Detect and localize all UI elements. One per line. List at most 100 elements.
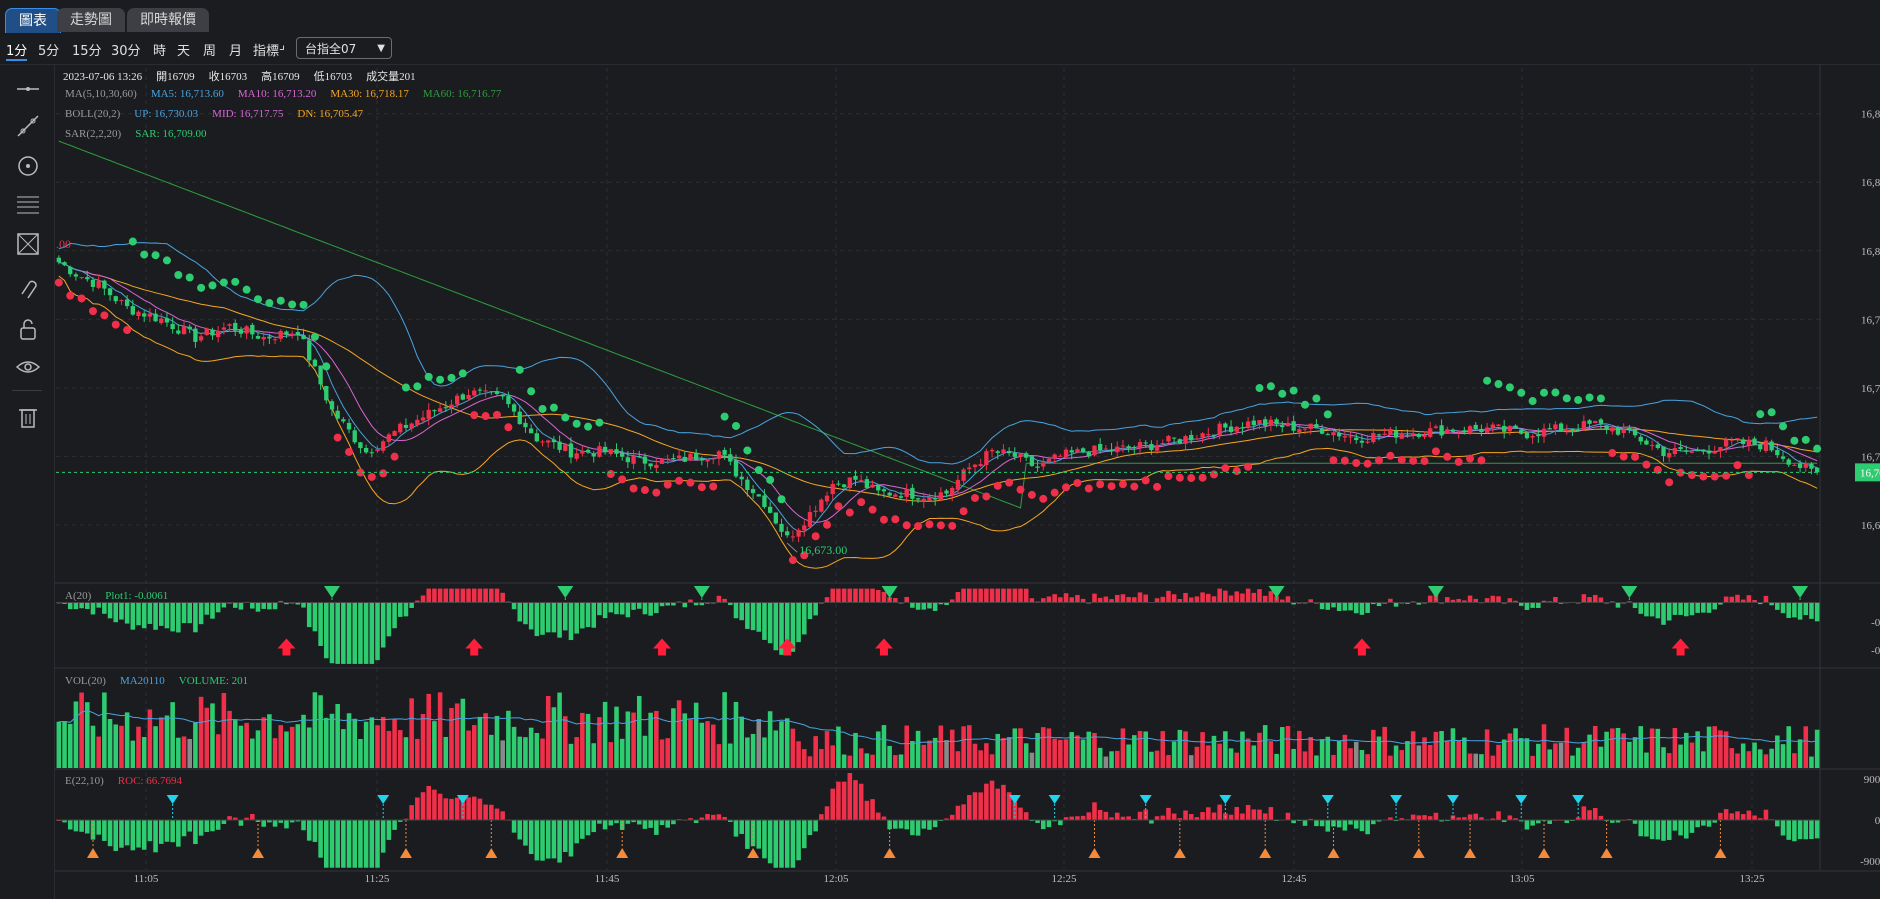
a-bar xyxy=(932,602,938,611)
candle xyxy=(938,492,944,501)
candle xyxy=(1200,433,1205,438)
volume-bar xyxy=(1706,726,1712,768)
a-bar xyxy=(972,588,978,603)
candle xyxy=(523,422,528,428)
sar-dot xyxy=(549,403,558,412)
volume-bar xyxy=(403,737,409,768)
period-2[interactable]: 15分 xyxy=(72,44,102,59)
volume-bar xyxy=(1132,735,1137,768)
period-4[interactable]: 時 xyxy=(153,44,167,59)
volume-bar xyxy=(528,727,534,768)
sar-dot xyxy=(1420,457,1429,466)
volume-bar xyxy=(1604,731,1609,768)
candle xyxy=(927,496,932,501)
a-bar xyxy=(802,602,807,635)
a-bar xyxy=(85,602,90,609)
volume-bar xyxy=(1615,727,1621,768)
volume-bar xyxy=(949,729,955,768)
period-0[interactable]: 1分 xyxy=(6,40,28,61)
a-bar xyxy=(449,588,454,603)
tab-1[interactable]: 走勢圖 xyxy=(57,8,125,32)
e-bar xyxy=(85,820,90,834)
e-bar xyxy=(301,820,306,831)
e-bar xyxy=(528,820,534,855)
e-bar xyxy=(1689,820,1695,833)
period-8[interactable]: 指標 xyxy=(253,44,280,59)
a-bar xyxy=(1587,597,1592,603)
volume-bar xyxy=(1348,748,1353,768)
candle xyxy=(637,456,642,458)
e-bar xyxy=(73,820,79,832)
sar-dot xyxy=(1027,490,1036,499)
period-7[interactable]: 月 xyxy=(229,44,243,59)
volume-bar xyxy=(972,743,978,768)
tab-2[interactable]: 即時報價 xyxy=(127,8,209,32)
e-bar xyxy=(153,820,158,853)
e-cyan-marker-icon xyxy=(1219,795,1232,804)
candle xyxy=(346,422,352,430)
e-bar xyxy=(1319,820,1325,827)
sar-dot xyxy=(652,488,661,497)
volume-bar xyxy=(1188,755,1194,768)
symbol-select[interactable]: 台指全07 ▼ xyxy=(296,37,392,59)
trend-line-icon[interactable] xyxy=(14,112,42,140)
eye-icon[interactable] xyxy=(14,353,42,381)
candle xyxy=(1655,444,1660,448)
e-bar xyxy=(807,820,813,836)
volume-bar xyxy=(284,731,289,768)
volume-bar xyxy=(250,738,255,768)
candles xyxy=(56,255,1820,543)
candle xyxy=(335,410,340,419)
e-orange-marker-icon xyxy=(1259,848,1272,858)
candle xyxy=(716,451,722,459)
sar-dot xyxy=(1505,383,1514,392)
a-bar xyxy=(540,602,545,635)
volume-bar xyxy=(1689,742,1695,768)
a-bar xyxy=(648,602,653,616)
sar-dot xyxy=(390,452,399,461)
a-bar xyxy=(978,588,983,603)
a-bar xyxy=(1285,596,1291,603)
sar-dot xyxy=(123,326,132,335)
volume-bar xyxy=(1757,749,1763,768)
left-edge-label: .00 xyxy=(56,237,71,251)
a-bar xyxy=(551,602,557,633)
e-bar xyxy=(363,820,369,868)
sar-dot xyxy=(1733,461,1742,470)
sar-dot xyxy=(561,413,570,422)
candle xyxy=(1456,430,1461,432)
magnet-icon[interactable] xyxy=(14,274,42,302)
fibonacci-icon[interactable] xyxy=(14,191,42,219)
sar-dot xyxy=(1323,410,1332,419)
volume-bar xyxy=(1610,728,1615,768)
e-cyan-marker-icon xyxy=(1139,795,1152,804)
sar-dot xyxy=(743,446,752,455)
period-5[interactable]: 天 xyxy=(177,44,191,59)
trash-icon[interactable] xyxy=(14,403,42,431)
volume-bar xyxy=(1775,735,1780,768)
volume-bar xyxy=(432,721,437,768)
a-down-triangle-icon xyxy=(1621,586,1638,598)
period-3[interactable]: 30分 xyxy=(111,44,141,59)
candle xyxy=(1001,449,1006,453)
volume-bar xyxy=(1467,753,1473,768)
e-bar xyxy=(198,820,204,836)
a-bar xyxy=(295,602,301,605)
pattern-icon[interactable] xyxy=(14,230,42,258)
volume-bar xyxy=(1450,728,1456,768)
horizontal-line-icon[interactable] xyxy=(14,75,42,103)
a-bar xyxy=(1706,602,1712,613)
volume-bar xyxy=(460,698,466,768)
circle-cursor-icon[interactable] xyxy=(14,152,42,180)
e-bar xyxy=(1001,784,1006,820)
period-6[interactable]: 周 xyxy=(203,44,217,59)
e-bar xyxy=(375,820,380,868)
period-1[interactable]: 5分 xyxy=(38,44,60,59)
sar-dot xyxy=(1118,480,1127,489)
time-tick-label: 13:25 xyxy=(1739,873,1765,885)
volume-bar xyxy=(56,721,62,768)
lock-icon[interactable] xyxy=(14,315,42,343)
volume-bar xyxy=(96,736,101,768)
tab-0[interactable]: 圖表 xyxy=(5,8,61,33)
